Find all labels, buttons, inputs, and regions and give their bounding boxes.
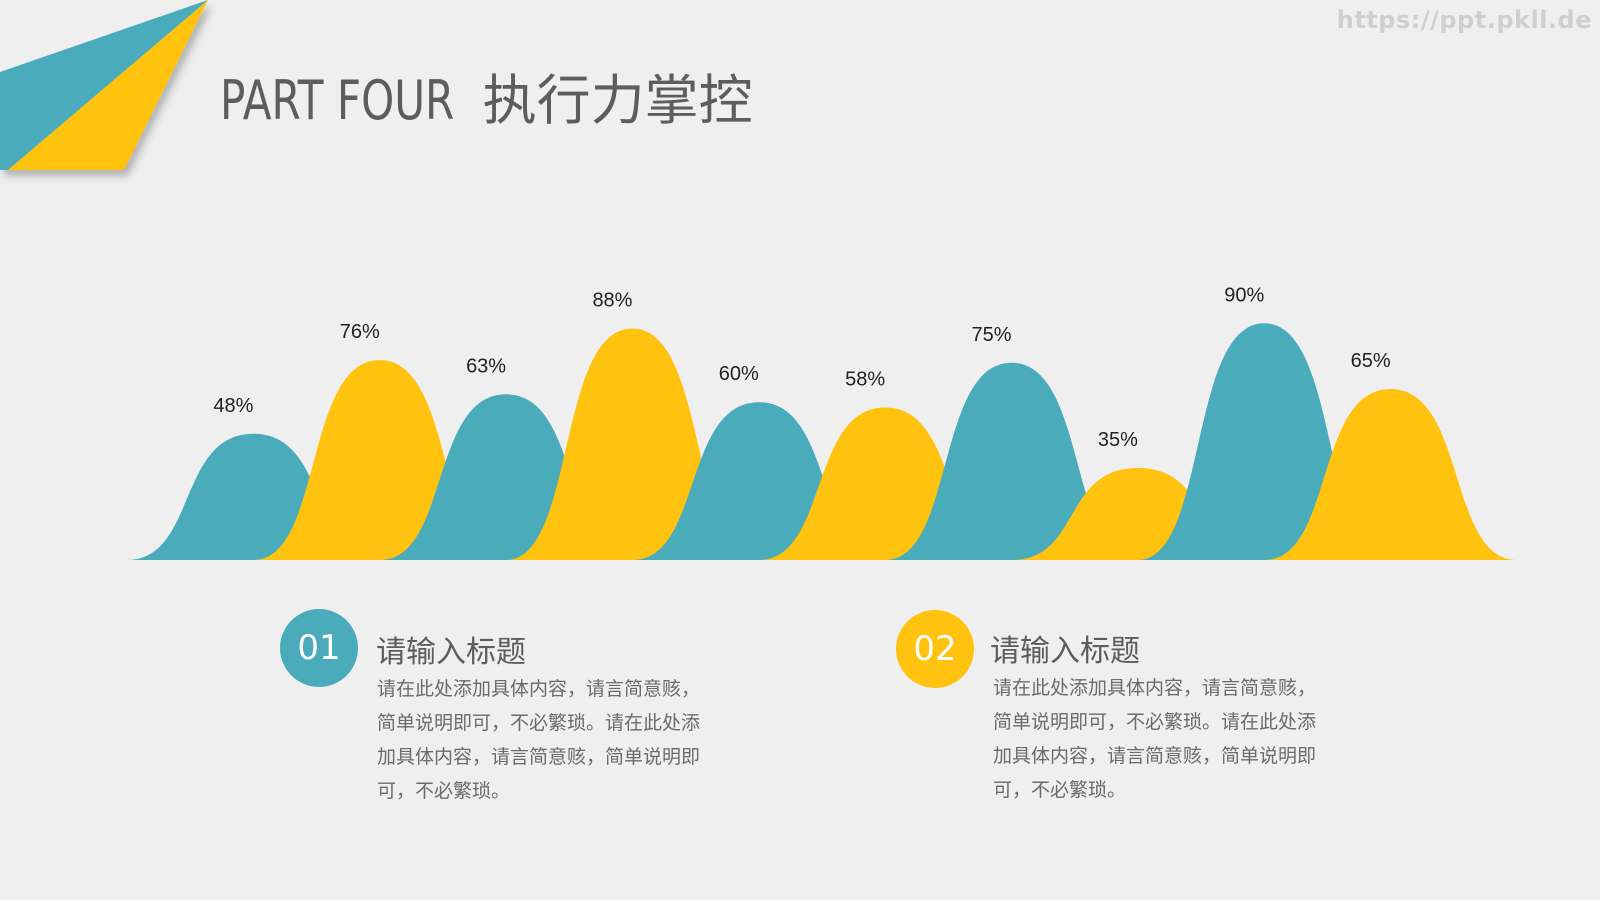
peak-label-6: 58% <box>845 368 885 390</box>
peak-label-10: 65% <box>1351 350 1391 372</box>
block-text-02-line: 加具体内容，请言简意赅，简单说明即 <box>993 745 1317 767</box>
number-badge-01: 01 <box>280 609 358 687</box>
corner-teal-shape <box>0 0 208 170</box>
corner-decoration <box>0 0 208 170</box>
peak-label-1: 48% <box>213 395 253 417</box>
watermark: https://ppt.pkll.de <box>1336 6 1592 34</box>
block-text-02: 请在此处添加具体内容，请言简意赅， 简单说明即可，不必繁琐。请在此处添 加具体内… <box>993 671 1338 807</box>
peak-label-4: 88% <box>592 290 632 312</box>
block-text-02-line: 请在此处添加具体内容，请言简意赅， <box>993 677 1317 699</box>
peak-10 <box>1264 389 1517 560</box>
peak-label-9: 90% <box>1224 284 1264 306</box>
block-title-02: 请输入标题 <box>990 634 1140 669</box>
block-text-01-line: 可，不必繁琐。 <box>377 780 511 802</box>
corner-yellow-shape <box>8 0 208 170</box>
peak-label-8: 35% <box>1098 429 1138 451</box>
peak-label-3: 63% <box>466 355 506 377</box>
peak-label-7: 75% <box>972 324 1012 346</box>
page-title-chinese: 执行力掌控 <box>482 69 753 132</box>
block-title-01: 请输入标题 <box>376 635 526 670</box>
block-text-02-line: 简单说明即可，不必繁琐。请在此处添 <box>993 711 1317 733</box>
block-text-01: 请在此处添加具体内容，请言简意赅， 简单说明即可，不必繁琐。请在此处添 加具体内… <box>377 672 722 808</box>
block-text-01-line: 请在此处添加具体内容，请言简意赅， <box>377 678 701 700</box>
chart-labels: 48% 76% 63% 88% 60% 58% 75% 35% 90% 65% <box>213 284 1391 451</box>
block-text-01-line: 简单说明即可，不必繁琐。请在此处添 <box>377 712 701 734</box>
peak-label-5: 60% <box>719 363 759 385</box>
peak-label-2: 76% <box>340 321 380 343</box>
page-title-latin: PART FOUR <box>220 69 455 132</box>
block-text-02-line: 可，不必繁琐。 <box>993 779 1127 801</box>
block-text-01-line: 加具体内容，请言简意赅，简单说明即 <box>377 746 701 768</box>
page-title: PART FOUR 执行力掌控 <box>220 56 753 135</box>
number-badge-02: 02 <box>896 610 974 688</box>
chart-peaks <box>127 323 1517 560</box>
